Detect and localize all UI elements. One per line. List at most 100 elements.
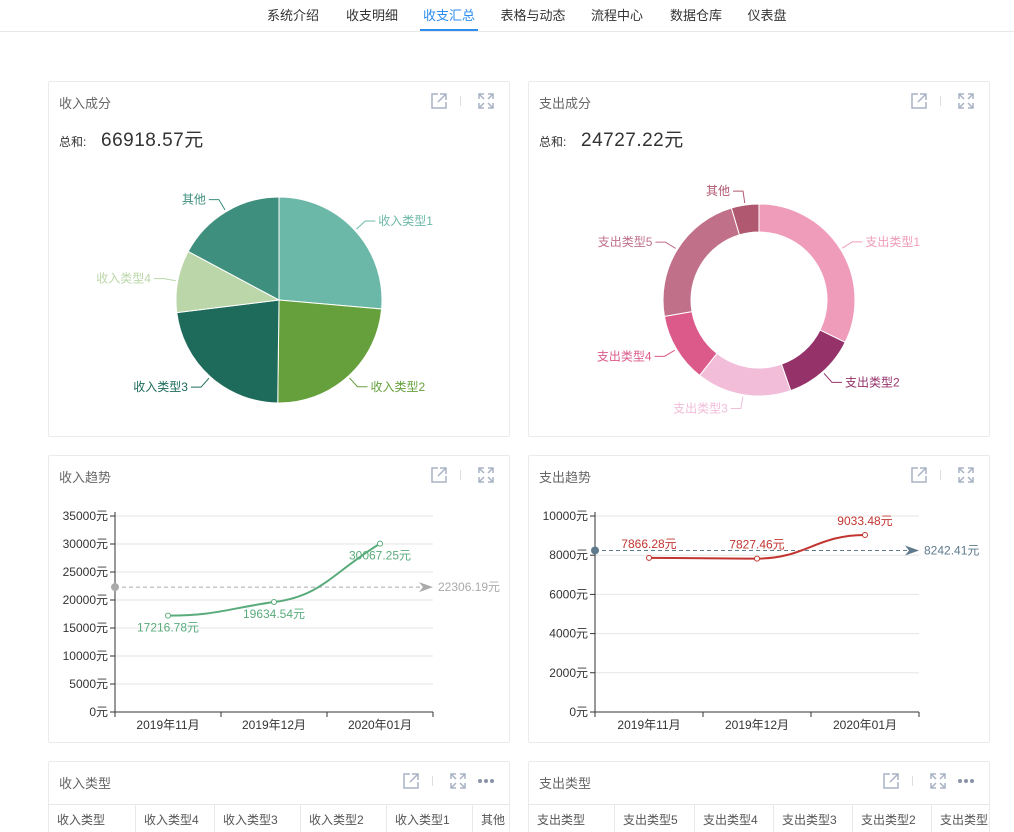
income-pie-chart: 收入类型1 收入类型2 收入类型3 收入类型4 其他 bbox=[96, 193, 433, 404]
column-header[interactable]: 收入类型2 bbox=[301, 805, 387, 832]
y-tick-label: 8000元 bbox=[549, 548, 588, 562]
y-tick-label: 2000元 bbox=[549, 666, 588, 680]
nav-item-table-dynamic[interactable]: 表格与动态 bbox=[500, 8, 566, 23]
sum-value: 66918.57元 bbox=[101, 130, 204, 151]
external-link-icon[interactable] bbox=[910, 466, 928, 484]
x-tick-label: 2019年12月 bbox=[725, 718, 789, 732]
data-point[interactable] bbox=[271, 599, 277, 606]
nav-item-data-warehouse[interactable]: 数据仓库 bbox=[669, 8, 722, 23]
income-line-chart: 0元 5000元 10000元 15000元 20000元 25000元 30000元 350… bbox=[63, 509, 500, 732]
toolbar-divider bbox=[460, 470, 461, 480]
pie-slice[interactable] bbox=[278, 196, 383, 310]
data-point[interactable] bbox=[646, 554, 652, 561]
data-label: 7866.28元 bbox=[621, 537, 676, 551]
pie-slice[interactable] bbox=[187, 196, 280, 301]
expense-types-card: 支出类型 支出类型 支出类型5 支出类型4 支出类型3 支出类型2 支出类型1 bbox=[528, 761, 990, 832]
income-trend-card: 收入趋势 0元 5000元 10000元 15000元 20000元 25000元 3000… bbox=[48, 455, 510, 743]
label-leader-line bbox=[356, 220, 376, 230]
data-point[interactable] bbox=[165, 612, 171, 619]
external-link-icon[interactable] bbox=[430, 466, 448, 484]
more-icon[interactable] bbox=[477, 772, 495, 790]
column-header[interactable]: 支出类型3 bbox=[774, 805, 853, 832]
slice-label: 收入类型2 bbox=[370, 380, 425, 394]
card-title: 收入类型 bbox=[59, 776, 112, 791]
fullscreen-icon[interactable] bbox=[957, 466, 975, 484]
column-header[interactable]: 支出类型4 bbox=[695, 805, 774, 832]
sum-label: 总和: bbox=[59, 135, 87, 149]
x-tick-label: 2019年11月 bbox=[617, 718, 680, 732]
expense-composition-card: 支出成分 总和: 24727.22元 支出类型1 支出类型2 支出类型3 支出类型4 支… bbox=[528, 81, 990, 437]
label-leader-line bbox=[823, 373, 842, 383]
data-point[interactable] bbox=[754, 555, 760, 562]
external-link-icon[interactable] bbox=[882, 772, 900, 790]
fullscreen-icon[interactable] bbox=[449, 772, 467, 790]
expense-line-chart: 0元 2000元 4000元 6000元 8000元 10000元 2019年11月 2019… bbox=[543, 509, 980, 732]
average-arrow bbox=[419, 582, 433, 593]
label-leader-line bbox=[841, 241, 863, 249]
slice-label: 收入类型3 bbox=[133, 380, 188, 394]
pie-slice[interactable] bbox=[780, 329, 846, 392]
pie-slice[interactable] bbox=[730, 203, 760, 236]
nav-item-system-intro[interactable]: 系统介绍 bbox=[266, 8, 319, 23]
income-composition-card: 收入成分 总和: 66918.57元 收入类型1 收入类型2 收入类型3 收入类型4 其… bbox=[48, 81, 510, 437]
data-label: 19634.54元 bbox=[243, 607, 305, 621]
y-tick-label: 5000元 bbox=[69, 677, 108, 691]
column-header[interactable]: 收入类型3 bbox=[215, 805, 301, 832]
card-title: 收入趋势 bbox=[59, 470, 112, 485]
label-leader-line bbox=[153, 278, 176, 282]
nav-item-income-expense-summary[interactable]: 收支汇总 bbox=[420, 0, 478, 31]
card-title: 收入成分 bbox=[59, 96, 112, 111]
column-header[interactable]: 支出类型 bbox=[529, 805, 615, 832]
pie-slice[interactable] bbox=[176, 299, 280, 404]
data-label: 9033.48元 bbox=[837, 514, 892, 528]
expense-trend-card: 支出趋势 0元 2000元 4000元 6000元 8000元 10000元 2019年11… bbox=[528, 455, 990, 743]
column-header[interactable]: 支出类型1 bbox=[940, 813, 990, 827]
column-header[interactable]: 收入类型 bbox=[49, 805, 136, 832]
y-tick-label: 0元 bbox=[89, 705, 108, 719]
slice-label: 收入类型1 bbox=[378, 214, 433, 228]
column-header[interactable]: 其他 bbox=[481, 813, 506, 827]
data-label: 30067.25元 bbox=[349, 549, 411, 563]
label-leader-line bbox=[349, 377, 368, 388]
column-header[interactable]: 收入类型1 bbox=[387, 805, 473, 832]
nav-item-process-center[interactable]: 流程中心 bbox=[590, 8, 643, 23]
table-header: 收入类型 收入类型4 收入类型3 收入类型2 收入类型1 其他 bbox=[49, 804, 509, 832]
income-types-card: 收入类型 收入类型 收入类型4 收入类型3 收入类型2 收入类型1 其他 bbox=[48, 761, 510, 832]
column-header[interactable]: 支出类型5 bbox=[615, 805, 695, 832]
data-point[interactable] bbox=[862, 531, 868, 538]
column-header[interactable]: 支出类型2 bbox=[853, 805, 932, 832]
sum-value: 24727.22元 bbox=[581, 130, 684, 151]
label-leader-line bbox=[655, 241, 676, 249]
slice-label: 支出类型2 bbox=[845, 375, 900, 389]
column-header[interactable]: 收入类型4 bbox=[136, 805, 215, 832]
average-label: 8242.41元 bbox=[924, 543, 979, 557]
fullscreen-icon[interactable] bbox=[477, 92, 495, 110]
label-leader-line bbox=[190, 377, 210, 388]
pie-slice[interactable] bbox=[662, 207, 741, 317]
pie-slice[interactable] bbox=[698, 352, 792, 397]
toolbar-divider bbox=[460, 96, 461, 106]
external-link-icon[interactable] bbox=[402, 772, 420, 790]
x-tick-label: 2020年01月 bbox=[833, 718, 897, 732]
fullscreen-icon[interactable] bbox=[929, 772, 947, 790]
top-navigation: 系统介绍 收支明细 收支汇总 表格与动态 流程中心 数据仓库 仪表盘 bbox=[0, 0, 1014, 32]
fullscreen-icon[interactable] bbox=[477, 466, 495, 484]
toolbar-divider bbox=[432, 776, 433, 786]
external-link-icon[interactable] bbox=[910, 92, 928, 110]
toolbar-divider bbox=[940, 96, 941, 106]
toolbar-divider bbox=[940, 470, 941, 480]
y-tick-label: 30000元 bbox=[63, 537, 108, 551]
pie-slice[interactable] bbox=[277, 299, 383, 404]
average-arrow bbox=[905, 545, 919, 556]
nav-item-dashboard[interactable]: 仪表盘 bbox=[747, 8, 787, 23]
external-link-icon[interactable] bbox=[430, 92, 448, 110]
pie-slice[interactable] bbox=[758, 203, 856, 344]
data-point[interactable] bbox=[377, 540, 383, 547]
more-icon[interactable] bbox=[957, 772, 975, 790]
y-tick-label: 35000元 bbox=[63, 509, 108, 523]
fullscreen-icon[interactable] bbox=[957, 92, 975, 110]
y-tick-label: 0元 bbox=[569, 705, 588, 719]
card-title: 支出趋势 bbox=[539, 470, 592, 485]
nav-item-income-expense-detail[interactable]: 收支明细 bbox=[345, 8, 398, 23]
slice-label: 支出类型3 bbox=[673, 401, 728, 415]
